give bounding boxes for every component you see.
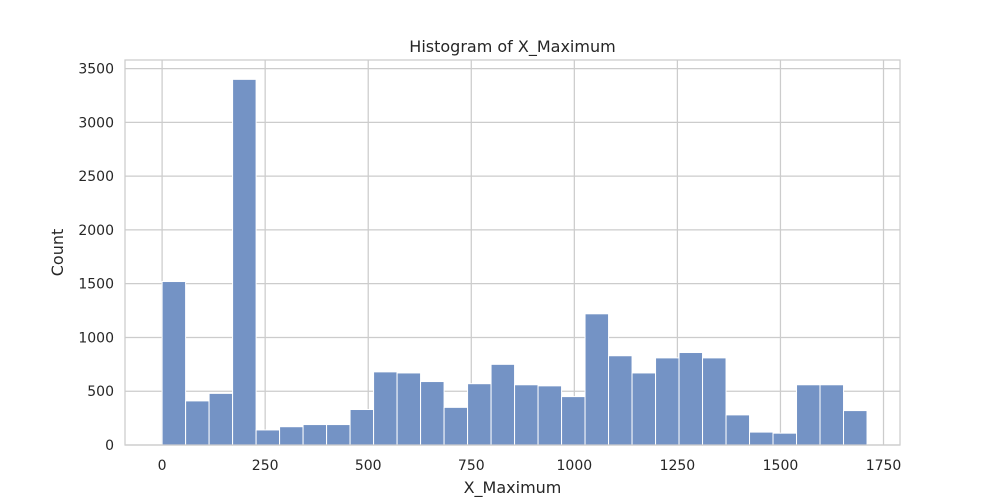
y-tick-label: 3000 — [78, 115, 114, 131]
y-tick-label: 500 — [87, 384, 114, 400]
histogram-bar — [467, 383, 492, 446]
histogram-bar — [514, 384, 539, 446]
y-axis-title: Count — [48, 229, 67, 277]
y-tick-label: 1500 — [78, 277, 114, 293]
x-tick-label: 750 — [458, 458, 485, 474]
x-tick-labels: 0 250 500 750 1000 1250 1500 1750 — [158, 458, 902, 474]
histogram-bar — [302, 424, 328, 446]
histogram-bar — [725, 414, 751, 446]
histogram-bar — [396, 372, 422, 446]
histogram-bar — [678, 352, 704, 446]
histogram-bar — [490, 363, 516, 446]
histogram-bar — [255, 429, 281, 446]
histogram-bar — [420, 381, 445, 446]
histogram-bar — [608, 355, 633, 446]
plot-frame — [124, 59, 901, 446]
y-tick-label: 1000 — [78, 330, 114, 346]
histogram-bar — [232, 78, 257, 446]
histogram-bar — [326, 424, 351, 446]
histogram-bar — [443, 406, 469, 446]
x-tick-label: 500 — [355, 458, 382, 474]
histogram-bar — [537, 385, 563, 446]
y-tick-label: 0 — [105, 438, 114, 454]
histogram-bar — [561, 396, 586, 446]
histogram-bar — [655, 357, 680, 446]
y-tick-label: 2000 — [78, 223, 114, 239]
histogram-bar — [631, 372, 657, 446]
x-tick-label: 1750 — [866, 458, 902, 474]
chart-title: Histogram of X_Maximum — [409, 37, 615, 57]
histogram-bar — [161, 281, 187, 446]
x-tick-label: 1250 — [660, 458, 696, 474]
y-tick-label: 2500 — [78, 169, 114, 185]
histogram-bar — [796, 384, 821, 446]
histogram-bar — [772, 432, 798, 446]
histogram-bar — [749, 431, 774, 446]
y-tick-label: 3500 — [78, 62, 114, 78]
x-tick-label: 0 — [158, 458, 167, 474]
histogram-bar — [185, 400, 210, 446]
histogram-bar — [843, 410, 868, 446]
histogram-bar — [279, 426, 304, 446]
y-tick-labels: 0 500 1000 1500 2000 2500 3000 3500 — [78, 62, 114, 454]
histogram-bar — [819, 384, 845, 446]
x-tick-label: 250 — [252, 458, 279, 474]
histogram-bars — [161, 78, 868, 446]
histogram-bar — [373, 371, 398, 446]
x-axis-title: X_Maximum — [464, 478, 562, 498]
x-tick-label: 1000 — [557, 458, 593, 474]
histogram-bar — [349, 409, 375, 446]
histogram-bar — [702, 357, 727, 446]
histogram-bar — [208, 392, 234, 446]
histogram-bar — [584, 313, 610, 446]
x-tick-label: 1500 — [763, 458, 799, 474]
